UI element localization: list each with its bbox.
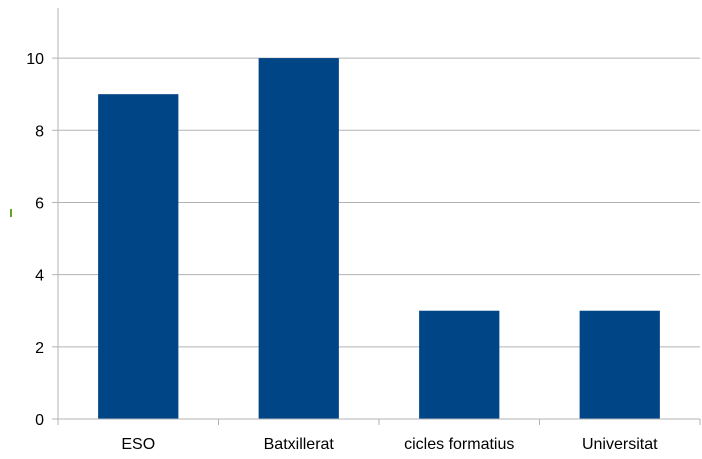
x-category-label: cicles formatius — [404, 436, 514, 453]
y-tick-label: 2 — [35, 340, 44, 357]
y-tick-label: 6 — [35, 195, 44, 212]
edge-marker — [10, 209, 12, 217]
y-tick-label: 4 — [35, 268, 44, 285]
y-tick-label: 0 — [35, 412, 44, 429]
bar-eso — [98, 94, 179, 419]
label-layer: 0 2 4 6 8 10 ESO Batxillerat cicles formatius Uni… — [26, 51, 658, 453]
bar-layer — [98, 58, 660, 419]
bar-universitat — [579, 310, 660, 419]
x-category-label: ESO — [121, 436, 155, 453]
y-tick-label: 10 — [26, 51, 44, 68]
bar-batxillerat — [258, 58, 339, 419]
x-category-label: Batxillerat — [264, 436, 335, 453]
x-category-label: Universitat — [582, 436, 658, 453]
bar-cicles-formatius — [419, 310, 500, 419]
y-tick-label: 8 — [35, 123, 44, 140]
axis-layer — [10, 8, 701, 425]
